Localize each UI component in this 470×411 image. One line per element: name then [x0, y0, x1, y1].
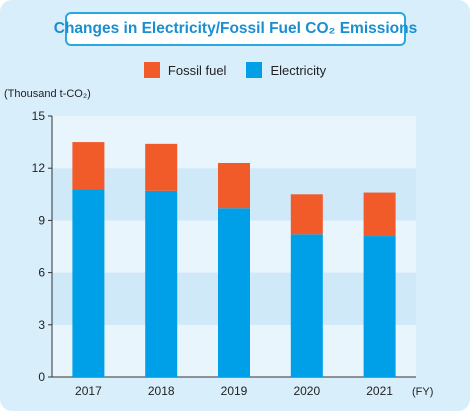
chart-title: Changes in Electricity/Fossil Fuel CO₂ E… [54, 12, 417, 46]
bar-fossil-fuel-2018 [145, 143, 178, 191]
x-axis-unit-label: (FY) [412, 386, 433, 398]
bar-fossil-fuel-2020 [290, 194, 323, 235]
x-tick-label: 2020 [293, 384, 320, 398]
bar-fossil-fuel-2021 [363, 192, 396, 237]
bar-electricity-2017 [72, 189, 105, 377]
bar-electricity-2018 [145, 190, 178, 377]
legend-item-electricity: Electricity [246, 62, 326, 78]
bar-fossil-fuel-2017 [72, 142, 105, 190]
y-tick-label: 6 [38, 266, 45, 280]
y-tick-label: 12 [32, 161, 46, 175]
plot-band [52, 116, 416, 169]
bar-electricity-2019 [218, 208, 250, 377]
bar-fossil-fuel-2019 [218, 162, 250, 209]
y-tick-label: 9 [38, 213, 45, 227]
y-tick-label: 0 [38, 370, 45, 384]
legend-item-fossil-fuel: Fossil fuel [143, 62, 227, 78]
bar-electricity-2020 [290, 234, 323, 377]
x-tick-label: 2019 [221, 384, 248, 398]
y-axis-unit-label: (Thousand t-CO₂) [4, 88, 91, 100]
bar-electricity-2021 [363, 236, 396, 377]
legend-swatch-fossil-fuel [143, 62, 160, 78]
legend-label-electricity: Electricity [270, 62, 327, 78]
y-tick-label: 3 [38, 318, 45, 332]
chart-legend: Fossil fuel Electricity [0, 62, 470, 78]
legend-label-fossil-fuel: Fossil fuel [167, 62, 227, 78]
legend-swatch-electricity [246, 62, 263, 78]
x-tick-label: 2017 [75, 384, 102, 398]
x-tick-label: 2021 [366, 384, 393, 398]
x-tick-label: 2018 [148, 384, 175, 398]
y-tick-label: 15 [32, 109, 46, 123]
